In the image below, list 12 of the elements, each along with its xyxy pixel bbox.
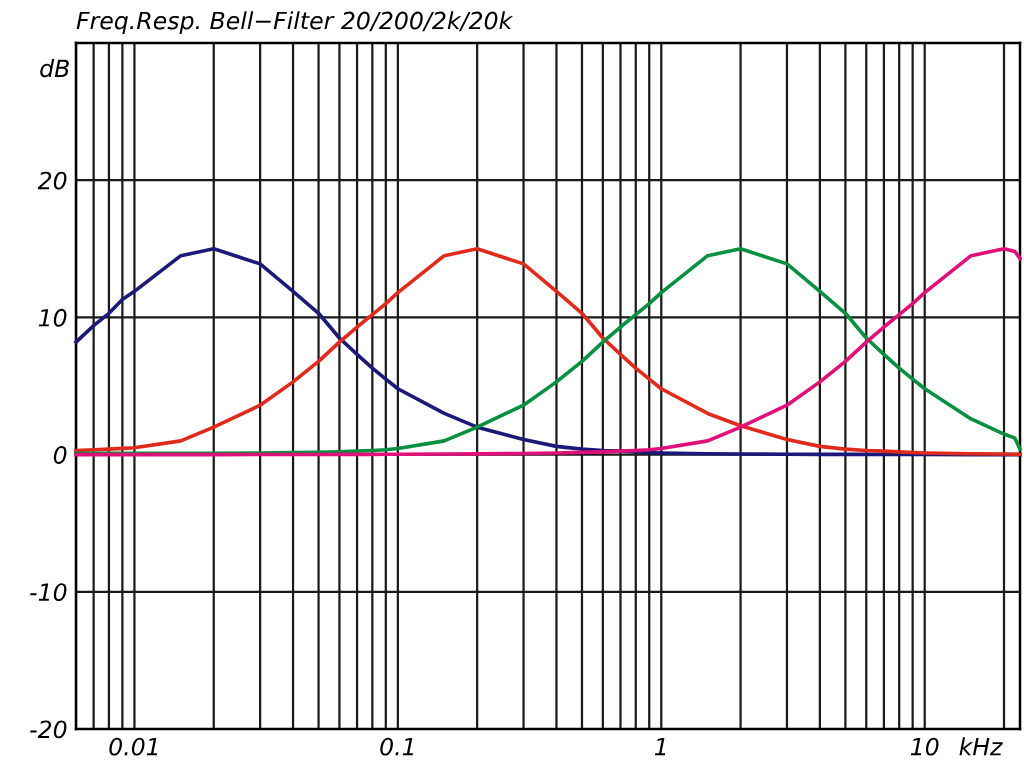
y-tick-label: 20 xyxy=(37,171,67,190)
y-tick-label: 0 xyxy=(53,446,67,464)
x-tick-label: 1 xyxy=(654,738,666,756)
y-tick-label: -10 xyxy=(30,583,67,602)
y-tick-label: 10 xyxy=(38,308,67,327)
x-axis-title: kHz xyxy=(959,737,1003,756)
x-tick-label: 10 xyxy=(910,737,939,756)
y-tick-label: -20 xyxy=(30,720,67,739)
y-axis-title: dB xyxy=(40,59,69,78)
x-tick-label: 0.01 xyxy=(109,737,158,756)
chart-title: Freq.Resp. Bell−Filter 20/200/2k/20k xyxy=(76,11,514,35)
x-tick-label: 0.1 xyxy=(380,737,414,756)
